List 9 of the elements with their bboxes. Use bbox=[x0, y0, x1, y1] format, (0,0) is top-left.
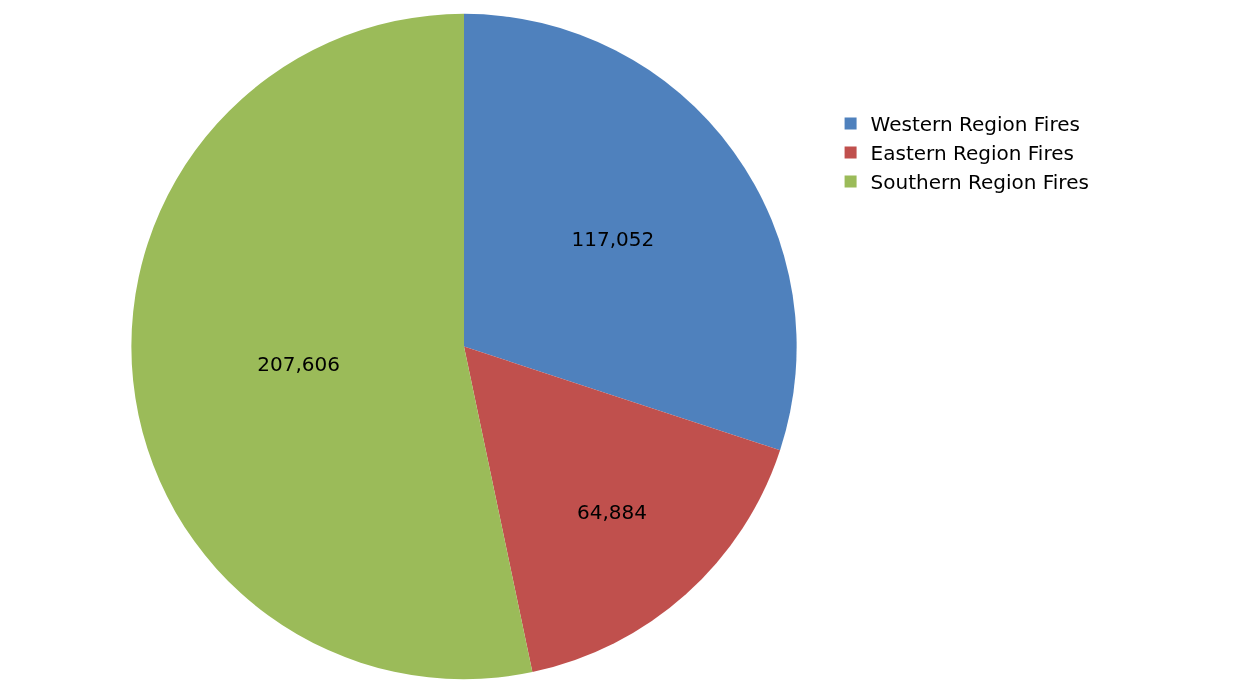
legend-label: Eastern Region Fires bbox=[870, 141, 1074, 166]
legend-label: Western Region Fires bbox=[870, 112, 1080, 137]
pie-slice bbox=[131, 13, 533, 679]
legend-label: Southern Region Fires bbox=[870, 170, 1089, 195]
data-label: 64,884 bbox=[576, 499, 647, 524]
pie-slice bbox=[464, 13, 797, 451]
pie-slice bbox=[464, 346, 781, 673]
data-label: 117,052 bbox=[571, 226, 655, 251]
data-label: 207,606 bbox=[257, 351, 340, 376]
